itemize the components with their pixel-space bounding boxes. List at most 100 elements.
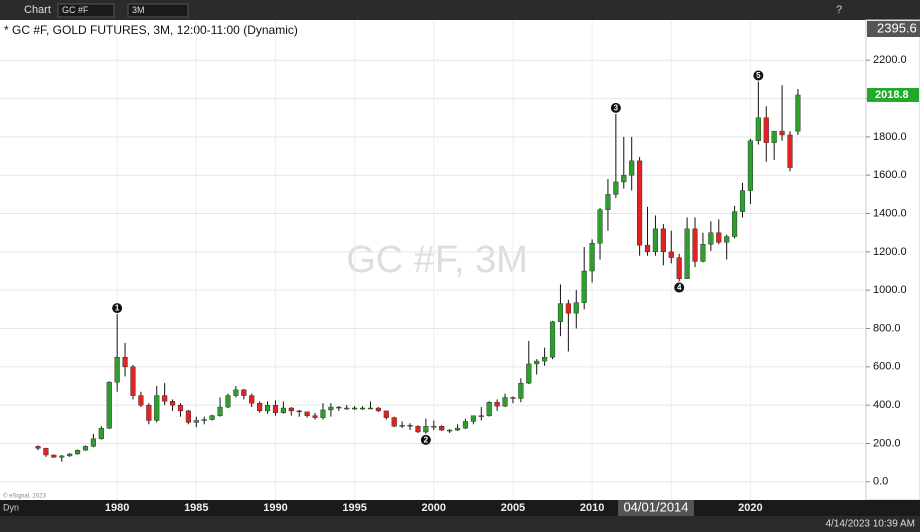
candle-body <box>312 415 318 418</box>
candle-body <box>415 426 421 433</box>
candle-body <box>130 366 136 396</box>
annotation-label: 1 <box>115 304 120 313</box>
candle-body <box>162 395 168 402</box>
y-tick-label: 0.0 <box>873 476 888 488</box>
candle-body <box>296 410 302 413</box>
candle-body <box>494 402 500 407</box>
candle-body <box>439 426 445 431</box>
candle-body <box>51 454 57 458</box>
annotation-label: 3 <box>614 104 619 113</box>
candle-body <box>169 401 176 406</box>
x-tick-label: 1985 <box>184 502 208 514</box>
candle-body <box>272 404 279 414</box>
candle-body <box>90 438 96 447</box>
candle-body <box>344 407 350 410</box>
candle-body <box>82 446 89 451</box>
y-tick-label: 1200.0 <box>873 246 907 258</box>
candle-body <box>336 406 342 409</box>
candle-body <box>621 175 627 183</box>
help-button[interactable]: ? <box>836 4 842 16</box>
candle-body <box>763 117 769 143</box>
candle-body <box>534 360 540 365</box>
y-tick-label: 600.0 <box>873 361 901 373</box>
candle-body <box>320 409 326 418</box>
candle-body <box>328 406 334 411</box>
candle-body <box>526 363 532 384</box>
candle-body <box>423 426 429 433</box>
candle-body <box>75 449 81 455</box>
candle-body <box>478 415 484 417</box>
candle-body <box>557 303 564 322</box>
candle-body <box>542 357 548 362</box>
x-tick-label: 1980 <box>105 502 129 514</box>
annotation-marker <box>753 70 764 81</box>
candle-body <box>193 420 199 423</box>
watermark: GC #F, 3M <box>346 239 528 281</box>
candle-body <box>739 190 746 212</box>
annotation-label: 4 <box>677 283 682 292</box>
status-bar <box>0 516 920 532</box>
candle-body <box>114 357 120 383</box>
candle-body <box>241 389 247 396</box>
candle-body <box>747 140 754 191</box>
cursor-date-box <box>618 500 694 516</box>
last-price-label: 2018.8 <box>875 89 909 101</box>
candle-body <box>613 181 619 195</box>
y-tick-label: 800.0 <box>873 322 901 334</box>
candle-body <box>732 211 738 237</box>
symbol-box[interactable] <box>57 3 115 18</box>
candle-body <box>233 389 239 396</box>
candle-body <box>447 429 453 432</box>
candle-body <box>43 448 49 456</box>
candle-body <box>724 236 730 243</box>
candle-body <box>454 427 461 431</box>
candle-body <box>652 228 659 253</box>
candle-body <box>771 130 777 143</box>
interval-text[interactable]: 3M <box>132 5 145 15</box>
candle-body <box>106 381 112 429</box>
candle-body <box>605 194 611 210</box>
candle-body <box>177 404 184 412</box>
candle-body <box>288 407 294 412</box>
time-axis <box>0 500 920 516</box>
candle-body <box>352 407 358 410</box>
candle-body <box>510 397 516 399</box>
candle-body <box>431 426 437 428</box>
candle-body <box>138 395 144 406</box>
candle-body <box>359 407 366 410</box>
toolbar <box>0 0 920 20</box>
candle-body <box>676 257 682 279</box>
y-tick-label: 400.0 <box>873 399 901 411</box>
candle-body <box>280 407 286 414</box>
chart-title: * GC #F, GOLD FUTURES, 3M, 12:00-11:00 (… <box>4 23 298 37</box>
candle-body <box>684 228 690 279</box>
symbol-text[interactable]: GC #F <box>62 5 89 15</box>
candle-body <box>249 395 255 404</box>
candle-body <box>98 427 104 439</box>
interval-box[interactable] <box>127 3 189 18</box>
candle-body <box>391 417 397 427</box>
candle-body <box>518 382 524 399</box>
candle-body <box>692 228 698 262</box>
candle-body <box>67 453 73 457</box>
candle-body <box>225 395 231 408</box>
candle-body <box>59 455 65 458</box>
candle-body <box>375 407 381 412</box>
plot-area <box>0 20 866 500</box>
candle-body <box>502 397 508 407</box>
candle-body <box>383 410 389 418</box>
y-tick-label: 1800.0 <box>873 131 907 143</box>
candle-body <box>185 410 191 423</box>
timestamp: 4/14/2023 10:39 AM <box>825 519 915 530</box>
candle-body <box>470 415 476 422</box>
candle-body <box>264 404 271 412</box>
y-tick-label: 1400.0 <box>873 207 907 219</box>
x-tick-label: 2010 <box>580 502 604 514</box>
annotation-marker <box>112 303 123 314</box>
candle-body <box>201 419 207 421</box>
candle-body <box>716 232 722 243</box>
candle-body <box>209 415 215 420</box>
candle-body <box>660 228 666 253</box>
candle-body <box>668 251 674 258</box>
